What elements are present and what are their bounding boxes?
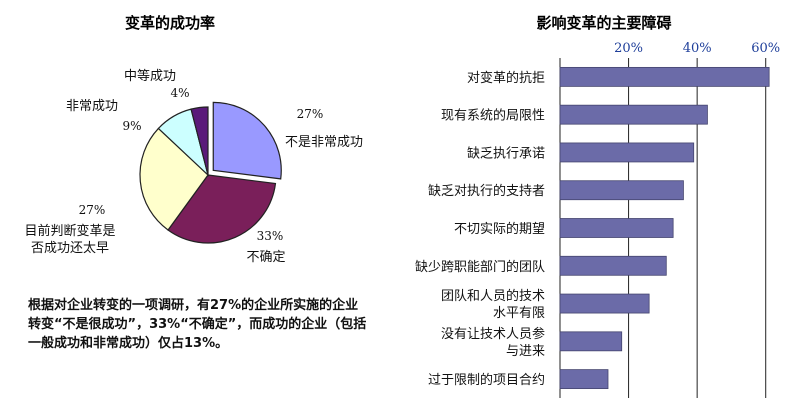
bar [559, 218, 674, 238]
pie-percent-label: 27% [297, 107, 324, 121]
bar-chart: 20% 40% 60% 对变革的抗拒现有系统的局限性缺乏执行承诺缺乏对执行的支持者不切… [415, 41, 780, 398]
bar [559, 104, 708, 125]
bar-category-label: 团队和人员的技术 [441, 288, 545, 304]
bar-category-label: 水平有限 [493, 306, 545, 321]
bar [559, 255, 667, 276]
bar [559, 180, 684, 201]
bar [559, 331, 623, 352]
bar [559, 142, 695, 163]
bar-category-label: 没有让技术人员参 [441, 326, 545, 342]
survey-note: 根据对企业转变的一项调研，有27%的企业所实施的企业转变“不是很成功”，33%“… [28, 298, 367, 351]
pie-percent-label: 9% [122, 119, 141, 133]
bar-tick-label: 20% [614, 41, 643, 56]
pie-chart-title: 变革的成功率 [125, 14, 215, 32]
pie-percent-label: 33% [257, 229, 284, 243]
bar-category-label: 现有系统的局限性 [441, 108, 545, 124]
pie-slice-label: 非常成功 [66, 99, 118, 114]
bar-chart-title: 影响变革的主要障碍 [536, 14, 671, 32]
bar-category-label: 与进来 [506, 344, 545, 359]
pie-slice [212, 101, 282, 180]
bar-tick-label: 40% [683, 41, 712, 56]
pie-slice [190, 106, 209, 176]
pie-slice [167, 174, 277, 244]
bar-category-label: 对变革的抗拒 [467, 70, 545, 86]
pie-slice-label: 目前判断变革是 [24, 223, 115, 239]
bar-category-label: 不切实际的期望 [454, 221, 545, 237]
pie-slice [139, 127, 209, 231]
bar [559, 66, 770, 87]
pie-slice-label: 不确定 [246, 250, 285, 265]
bar-category-label: 缺乏对执行的支持者 [428, 183, 545, 199]
pie-percent-label: 4% [170, 86, 189, 100]
bar [559, 293, 650, 314]
bar-category-label: 过于限制的项目合约 [428, 372, 545, 388]
pie-slice-label: 不是非常成功 [285, 135, 363, 150]
bar [559, 369, 609, 390]
bar-category-label: 缺少跨职能部门的团队 [415, 259, 545, 275]
bar-category-label: 缺乏执行承诺 [467, 146, 545, 161]
bar-tick-label: 60% [751, 41, 780, 56]
pie-percent-label: 27% [79, 203, 106, 217]
pie-slice-label: 否成功还太早 [31, 241, 109, 256]
pie-slice-label: 中等成功 [124, 68, 176, 84]
